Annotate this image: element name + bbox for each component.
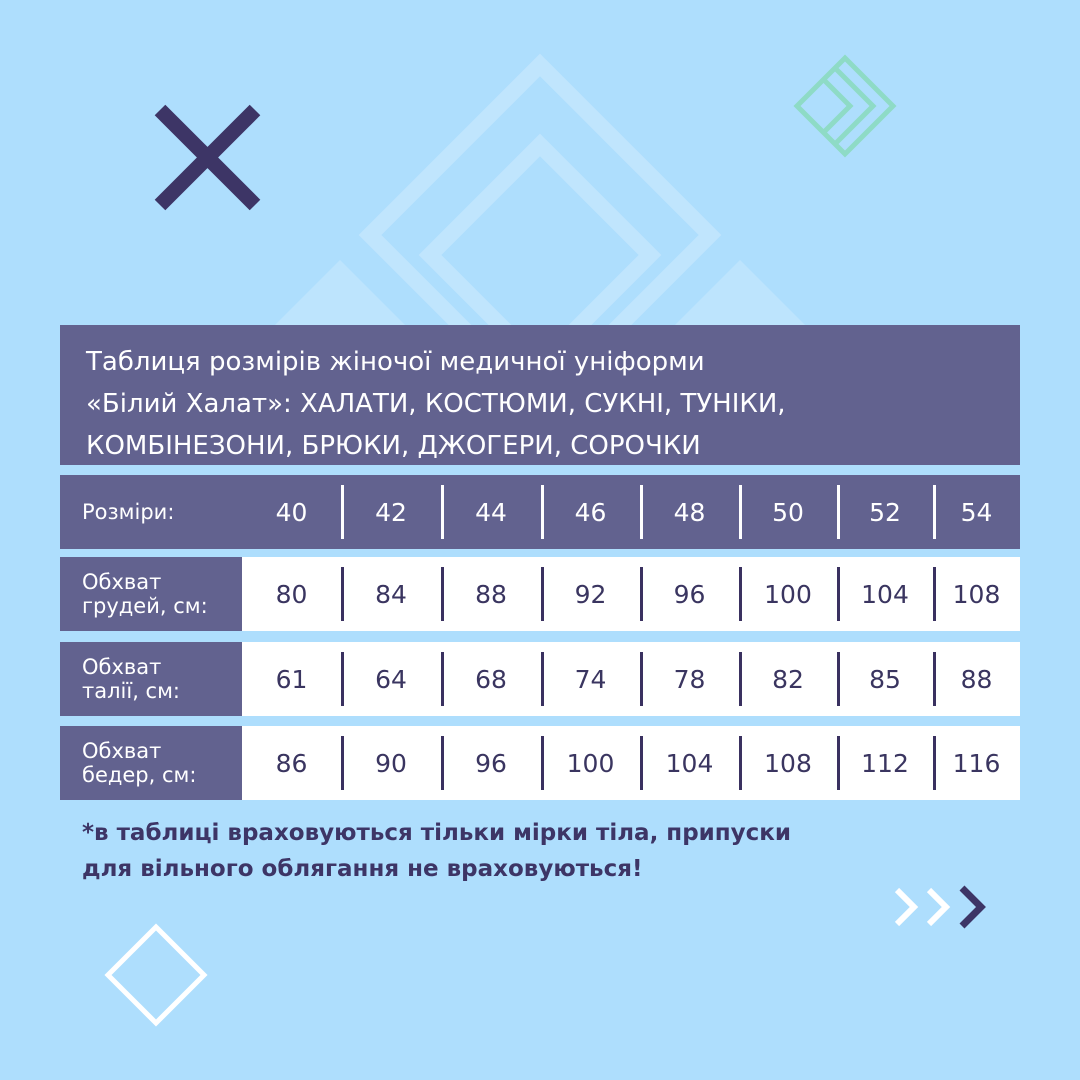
table-cell: 54 <box>933 475 1020 549</box>
table-cell: 78 <box>640 642 739 716</box>
table-cell: 40 <box>275 497 308 527</box>
title-line: Таблиця розмірів жіночої медичної уніфор… <box>86 347 705 377</box>
table-cell: 46 <box>541 475 640 549</box>
table-cell: 100 <box>541 726 640 800</box>
table-cell: 52 <box>837 475 933 549</box>
table-cell: 80 <box>275 579 308 609</box>
table-cell: 112 <box>837 726 933 800</box>
row-label: Розміри: <box>60 475 242 549</box>
table-cell: 90 <box>341 726 441 800</box>
table-cell: 88 <box>441 557 541 631</box>
table-cell: 64 <box>341 642 441 716</box>
table-cell: 42 <box>341 475 441 549</box>
title-line: КОМБІНЕЗОНИ, БРЮКИ, ДЖОГЕРИ, СОРОЧКИ <box>86 431 701 461</box>
table-title: Таблиця розмірів жіночої медичної уніфор… <box>60 325 1020 465</box>
table-cell: 84 <box>341 557 441 631</box>
table-cell: 108 <box>739 726 837 800</box>
table-cell: 74 <box>541 642 640 716</box>
table-cell: 100 <box>739 557 837 631</box>
chevrons-right-icon <box>894 885 986 929</box>
row-label: Обхват грудей, см: <box>60 557 242 631</box>
table-cell: 92 <box>541 557 640 631</box>
table-cell: 88 <box>933 642 1020 716</box>
table-cell: 50 <box>739 475 837 549</box>
table-cell: 116 <box>933 726 1020 800</box>
row-label: Обхват бедер, см: <box>60 726 242 800</box>
table-cell: 48 <box>640 475 739 549</box>
chest-row: Обхват грудей, см: 80 84 88 92 96 100 104 108 <box>60 557 1020 631</box>
title-line: «Білий Халат»: ХАЛАТИ, КОСТЮМИ, СУКНІ, Т… <box>86 389 786 419</box>
waist-row: Обхват талії, см: 61 64 68 74 78 82 85 88 <box>60 642 1020 716</box>
table-cell: 104 <box>640 726 739 800</box>
sizes-row: Розміри: 40 42 44 46 48 50 52 54 <box>60 475 1020 549</box>
row-label: Обхват талії, см: <box>60 642 242 716</box>
table-cell: 44 <box>441 475 541 549</box>
table-cell: 68 <box>441 642 541 716</box>
table-cell: 96 <box>441 726 541 800</box>
table-cell: 96 <box>640 557 739 631</box>
hips-row: Обхват бедер, см: 86 90 96 100 104 108 112 116 <box>60 726 1020 800</box>
table-cell: 104 <box>837 557 933 631</box>
table-cell: 61 <box>275 664 308 694</box>
white-diamond-outline-icon <box>104 923 208 1027</box>
table-cell: 82 <box>739 642 837 716</box>
footnote: *в таблиці враховуються тільки мірки тіл… <box>82 820 792 882</box>
table-cell: 85 <box>837 642 933 716</box>
mint-diamond-chevron-icon <box>793 54 897 158</box>
x-cross-icon <box>154 104 261 211</box>
table-cell: 86 <box>275 748 308 778</box>
table-cell: 108 <box>933 557 1020 631</box>
